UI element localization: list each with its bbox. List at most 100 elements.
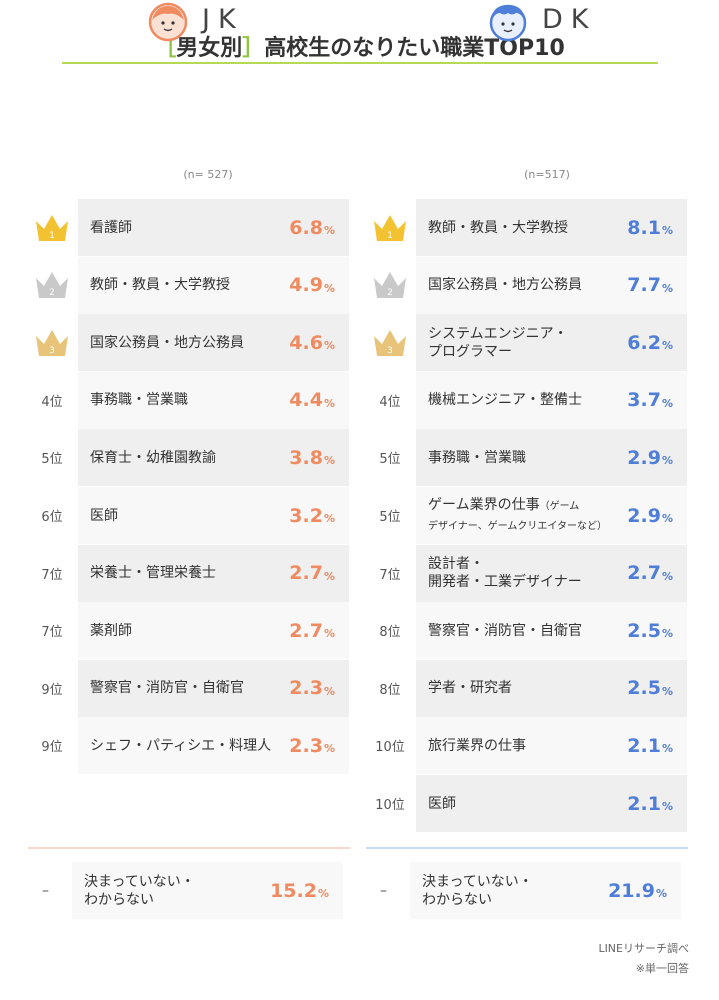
percent-value: 2.1%: [627, 717, 673, 774]
rank-label: 9位: [41, 740, 63, 756]
table-row: 5位 ゲーム業界の仕事（ゲーム デザイナー、ゲームクリエイターなど） 2.9%: [366, 487, 688, 544]
job-name: 教師・教員・大学教授: [90, 257, 275, 314]
job-text: 事務職・営業職: [428, 449, 526, 466]
job-text-line2: プログラマー: [428, 343, 512, 360]
job-name: 設計者・ 開発者・工業デザイナー: [428, 545, 613, 602]
percent-value: 8.1%: [627, 199, 673, 256]
row-card: システムエンジニア・ プログラマー 6.2%: [416, 314, 687, 372]
percent-unit: %: [661, 281, 673, 295]
percent-number: 2.7: [289, 619, 323, 642]
job-text: シェフ・パティシエ・料理人: [90, 737, 272, 754]
row-card: 薬剤師 2.7%: [78, 602, 349, 660]
rank-label: 7位: [379, 567, 401, 583]
job-text: 警察官・消防官・自衛官: [428, 622, 582, 639]
rank-cell: 2: [366, 257, 414, 314]
answer-note: ※単一回答: [635, 962, 689, 975]
job-name: シェフ・パティシエ・料理人: [90, 717, 275, 774]
rank-cell: 1: [28, 199, 76, 256]
job-name: 事務職・営業職: [428, 429, 613, 486]
percent-unit: %: [323, 512, 335, 525]
row-card: ゲーム業界の仕事（ゲーム デザイナー、ゲームクリエイターなど） 2.9%: [416, 487, 687, 544]
percent-number: 2.5: [627, 619, 661, 642]
job-text-line1: ゲーム業界の仕事: [428, 496, 540, 513]
job-text-line2: デザイナー、ゲームクリエイターなど）: [428, 520, 607, 532]
bronze-crown-icon: 3: [36, 329, 68, 356]
table-row: 4位 機械エンジニア・整備士 3.7%: [366, 371, 688, 429]
job-name: 保育士・幼稚園教諭: [90, 429, 275, 486]
percent-value: 3.7%: [627, 372, 673, 429]
job-name: 警察官・消防官・自衛官: [428, 602, 613, 659]
percent-unit: %: [661, 224, 673, 237]
row-card: 設計者・ 開発者・工業デザイナー 2.7%: [416, 544, 687, 602]
rank-label: 8位: [379, 682, 401, 698]
percent-number: 3.8: [289, 446, 323, 469]
table-row: 10位 医師 2.1%: [366, 775, 688, 832]
percent-value: 3.8%: [289, 429, 335, 486]
row-card: 事務職・営業職 4.4%: [78, 371, 349, 429]
table-row: 7位 設計者・ 開発者・工業デザイナー 2.7%: [366, 544, 688, 602]
rank-label: 10位: [375, 740, 405, 756]
rank-cell: 6位: [28, 487, 76, 544]
job-text: 薬剤師: [90, 622, 132, 639]
percent-value: 2.9%: [627, 487, 673, 544]
other-rank: –: [42, 882, 49, 899]
rank-label: 7位: [41, 567, 63, 583]
table-row: 7位 栄養士・管理栄養士 2.7%: [28, 544, 350, 602]
table-row: 1 看護師 6.8%: [28, 199, 350, 256]
table-row: 6位 医師 3.2%: [28, 487, 350, 544]
job-name: 学者・研究者: [428, 660, 613, 717]
percent-number: 2.1: [627, 734, 661, 757]
job-name: 旅行業界の仕事: [428, 717, 613, 774]
rank-label: 6位: [41, 510, 63, 525]
percent-value: 2.5%: [627, 602, 673, 659]
row-card: 医師 3.2%: [78, 487, 349, 544]
table-row: 4位 事務職・営業職 4.4%: [28, 371, 350, 429]
row-card: 教師・教員・大学教授 4.9%: [78, 256, 349, 314]
percent-unit: %: [661, 800, 673, 813]
table-row: 3 システムエンジニア・ プログラマー 6.2%: [366, 314, 688, 372]
rank-cell: 5位: [28, 429, 76, 486]
job-text: 看護師: [90, 219, 132, 236]
table-row: 5位 保育士・幼稚園教諭 3.8%: [28, 429, 350, 487]
row-card: 教師・教員・大学教授 8.1%: [416, 199, 687, 256]
percent-unit: %: [661, 742, 673, 756]
job-text: 栄養士・管理栄養士: [90, 565, 216, 582]
jk-sample-size: (n= 527): [183, 168, 233, 181]
rank-cell: 5位: [366, 487, 414, 544]
other-value: 21.9%: [608, 862, 667, 919]
rank-cell: 2: [28, 257, 76, 314]
job-text: 警察官・消防官・自衛官: [90, 680, 244, 697]
percent-number: 6.2: [627, 331, 661, 354]
other-value-unit: %: [655, 887, 667, 900]
percent-number: 6.8: [289, 216, 323, 239]
table-row: 2 国家公務員・地方公務員 7.7%: [366, 256, 688, 314]
title-bracket-text: 男女別: [176, 36, 243, 61]
job-text: 医師: [90, 507, 118, 524]
rank-cell: 7位: [366, 545, 414, 602]
job-name: 国家公務員・地方公務員: [90, 314, 275, 371]
job-name: 警察官・消防官・自衛官: [90, 660, 275, 717]
percent-unit: %: [661, 684, 673, 698]
other-job-line2: わからない: [84, 891, 154, 908]
rank-label: 5位: [41, 452, 63, 468]
percent-unit: %: [323, 627, 335, 641]
rank-cell: 10位: [366, 717, 414, 774]
table-row: 1 教師・教員・大学教授 8.1%: [366, 199, 688, 256]
percent-unit: %: [323, 281, 335, 295]
row-card: 看護師 6.8%: [78, 199, 349, 256]
other-job: 決まっていない・ わからない: [84, 862, 269, 919]
percent-number: 2.1: [627, 792, 661, 815]
crown-rank-number: 2: [387, 288, 393, 298]
percent-value: 4.4%: [289, 372, 335, 429]
row-card: 警察官・消防官・自衛官 2.3%: [78, 659, 349, 717]
percent-number: 2.3: [289, 677, 323, 700]
job-name: 教師・教員・大学教授: [428, 199, 613, 256]
title-main: 高校生のなりたい職業TOP10: [264, 36, 565, 61]
percent-unit: %: [323, 742, 335, 756]
row-card: 機械エンジニア・整備士 3.7%: [416, 371, 687, 429]
rank-cell: 1: [366, 199, 414, 256]
percent-value: 2.9%: [627, 429, 673, 486]
percent-unit: %: [661, 396, 673, 410]
other-value-number: 15.2: [270, 879, 317, 902]
row-card: シェフ・パティシエ・料理人 2.3%: [78, 717, 349, 775]
